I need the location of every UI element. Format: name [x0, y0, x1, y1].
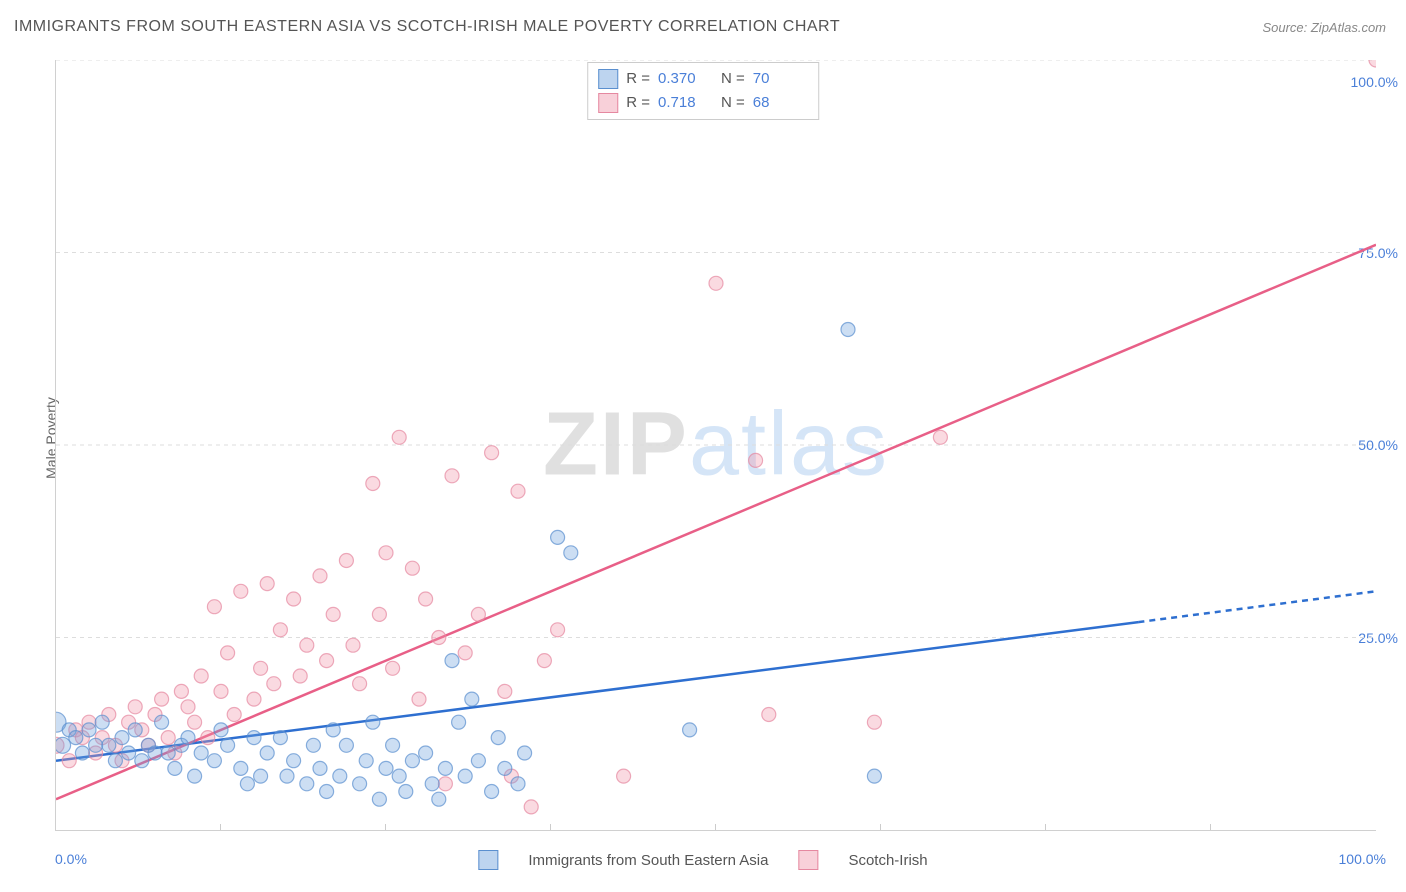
chart-title: IMMIGRANTS FROM SOUTH EASTERN ASIA VS SC… [14, 18, 840, 36]
x-axis-max-label: 100.0% [1339, 851, 1386, 867]
legend-stat-row-1: R = 0.370 N = 70 [598, 67, 808, 91]
legend-stat-row-2: R = 0.718 N = 68 [598, 91, 808, 115]
chart-svg [56, 60, 1376, 830]
swatch-blue-icon [478, 850, 498, 870]
legend-label-2: Scotch-Irish [848, 852, 927, 869]
legend-series: Immigrants from South Eastern Asia Scotc… [478, 850, 927, 870]
swatch-pink-icon [598, 93, 618, 113]
swatch-pink-icon [798, 850, 818, 870]
legend-statistics: R = 0.370 N = 70 R = 0.718 N = 68 [587, 62, 819, 120]
plot-area: ZIPatlas [55, 60, 1376, 831]
source-attribution: Source: ZipAtlas.com [1262, 20, 1386, 35]
x-axis-min-label: 0.0% [55, 851, 87, 867]
swatch-blue-icon [598, 69, 618, 89]
legend-label-1: Immigrants from South Eastern Asia [528, 852, 768, 869]
